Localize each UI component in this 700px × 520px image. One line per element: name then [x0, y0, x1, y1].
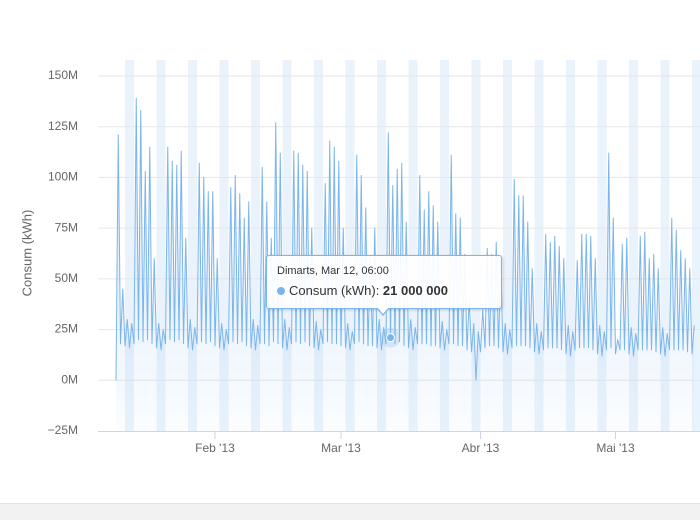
weekend-band: [125, 60, 134, 431]
tooltip-series-name: Consum (kWh): [289, 283, 383, 298]
weekend-band: [188, 60, 197, 431]
weekend-band: [314, 60, 323, 431]
x-tick-label: Feb '13: [195, 441, 235, 455]
weekend-band: [597, 60, 607, 431]
weekend-band: [345, 60, 355, 431]
y-tick-label: 75M: [55, 220, 78, 234]
tooltip-header: Dimarts, Mar 12, 06:00: [277, 265, 389, 277]
y-tick-label: 50M: [55, 271, 78, 285]
weekend-band: [219, 60, 229, 431]
labels: −25M 0M 25M 50M 75M 100M 125M 150M Feb '13 Mar '1…: [48, 68, 635, 455]
weekend-band: [503, 60, 512, 431]
chart: −25M 0M 25M 50M 75M 100M 125M 150M Feb '13 Mar '1…: [19, 60, 700, 455]
area-fill: [116, 98, 695, 431]
y-tick-label: 125M: [48, 119, 78, 133]
y-tick-label: 100M: [48, 170, 78, 184]
weekend-band: [566, 60, 575, 431]
weekend-band: [282, 60, 292, 431]
x-tick-label: Mar '13: [321, 441, 361, 455]
y-tick-label: −25M: [48, 423, 78, 437]
x-tick-label: Abr '13: [462, 441, 500, 455]
weekend-bands: [125, 60, 700, 431]
y-tick-label: 0M: [61, 372, 78, 386]
hover-point: [386, 333, 395, 343]
y-tick-label: 150M: [48, 68, 78, 82]
weekend-band: [408, 60, 418, 431]
tooltip-dot: [277, 287, 285, 295]
weekend-band: [692, 60, 700, 431]
tooltip-row: Consum (kWh)21 000 000: [277, 283, 448, 298]
weekend-band: [660, 60, 670, 431]
y-axis-title: Consum (kWh): [19, 210, 34, 297]
x-tick-label: Mai '13: [596, 441, 635, 455]
tooltip-value: 21 000 000: [382, 283, 448, 298]
weekend-band: [251, 60, 260, 431]
footer-bar: [0, 503, 700, 520]
weekend-band: [440, 60, 449, 431]
tooltip-pointer: [376, 307, 390, 316]
weekend-band: [629, 60, 638, 431]
tooltip: Dimarts, Mar 12, 06:00 Consum (kWh)21 00…: [266, 255, 502, 309]
y-tick-label: 25M: [55, 322, 78, 336]
weekend-band: [377, 60, 386, 431]
weekend-band: [156, 60, 166, 431]
weekend-band: [471, 60, 481, 431]
weekend-band: [534, 60, 544, 431]
